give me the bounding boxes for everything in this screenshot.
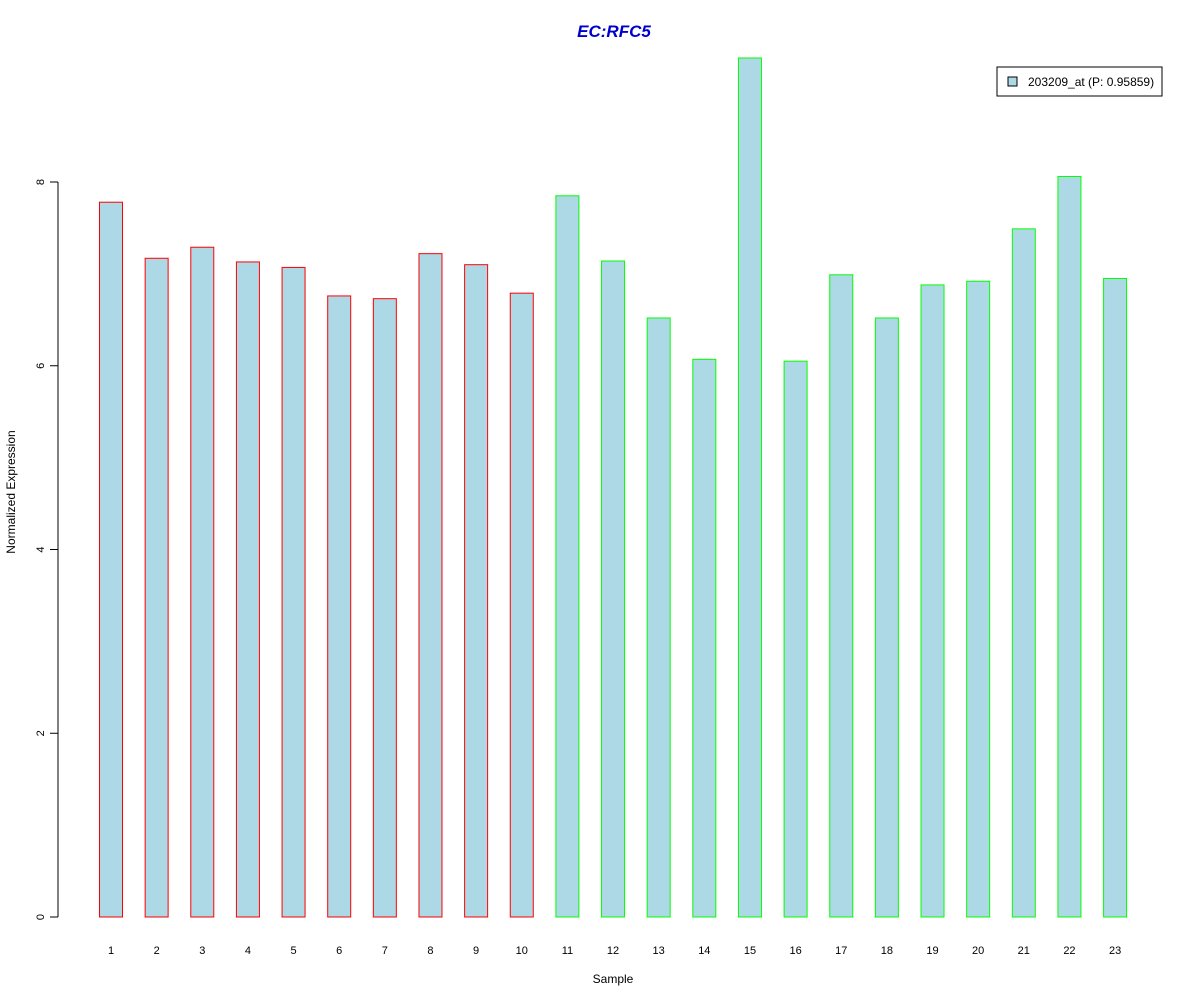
legend-box — [996, 66, 1163, 97]
bar-sample-13 — [646, 317, 671, 918]
x-tick-label: 8 — [427, 945, 433, 957]
x-tick-label: 14 — [698, 945, 710, 957]
bar-sample-21 — [1011, 228, 1036, 918]
bar-sample-19 — [920, 284, 945, 918]
x-tick-label: 1 — [108, 945, 114, 957]
bar-sample-1 — [99, 201, 123, 918]
x-tick-label: 5 — [290, 945, 296, 957]
bars — [99, 57, 1128, 918]
x-tick-label: 7 — [382, 945, 388, 957]
x-tick-label: 16 — [789, 945, 801, 957]
bar-sample-11 — [555, 195, 580, 918]
bar-sample-5 — [281, 266, 306, 918]
x-tick-label: 13 — [653, 945, 665, 957]
x-tick-label: 3 — [199, 945, 205, 957]
bar-sample-8 — [418, 253, 443, 918]
bar-sample-23 — [1103, 277, 1128, 918]
bar-sample-12 — [601, 260, 626, 918]
x-tick-label: 2 — [154, 945, 160, 957]
x-tick-label: 21 — [1018, 945, 1030, 957]
y-tick-label: 8 — [35, 179, 47, 185]
y-axis-label: Normalized Expression — [4, 430, 18, 553]
x-tick-label: 17 — [835, 945, 847, 957]
x-tick-label: 6 — [336, 945, 342, 957]
x-tick-labels: 1 2 3 4 5 6 7 8 9 10 11 12 13 14 15 16 17 18 19 20 21 22 23 — [108, 945, 1121, 957]
bar-sample-17 — [829, 274, 854, 918]
x-tick-label: 10 — [516, 945, 528, 957]
x-tick-label: 19 — [926, 945, 938, 957]
x-tick-label: 11 — [562, 945, 573, 957]
bar-sample-3 — [190, 246, 215, 918]
x-tick-label: 12 — [607, 945, 619, 957]
x-axis-label: Sample — [593, 972, 634, 986]
x-tick-label: 18 — [881, 945, 893, 957]
bar-sample-6 — [327, 295, 352, 918]
bar-sample-4 — [235, 261, 260, 918]
bar-sample-9 — [464, 264, 489, 918]
bar-sample-2 — [144, 257, 169, 918]
bar-sample-14 — [692, 358, 717, 918]
y-tick-label: 6 — [35, 363, 47, 369]
x-tick-label: 23 — [1109, 945, 1121, 957]
x-tick-label: 22 — [1063, 945, 1075, 957]
x-tick-label: 20 — [972, 945, 984, 957]
y-tick-label: 0 — [35, 914, 47, 920]
y-tick-label: 4 — [35, 546, 47, 552]
legend: 203209_at (P: 0.95859) — [996, 66, 1163, 97]
x-tick-label: 15 — [744, 945, 756, 957]
x-tick-label: 4 — [245, 945, 251, 957]
bar-sample-22 — [1057, 175, 1082, 918]
chart-title: EC:RFC5 — [577, 22, 651, 41]
bar-sample-18 — [874, 317, 899, 918]
legend-label: 203209_at (P: 0.95859) — [1028, 75, 1154, 89]
y-axis: 0 2 4 6 8 — [35, 179, 59, 920]
x-tick-label: 9 — [473, 945, 479, 957]
legend-swatch — [1007, 76, 1018, 87]
bar-sample-16 — [783, 360, 808, 918]
bar-sample-20 — [966, 280, 991, 918]
bar-sample-15 — [737, 57, 762, 918]
bar-sample-10 — [509, 292, 534, 918]
bar-sample-7 — [372, 298, 397, 918]
y-tick-label: 2 — [35, 730, 47, 736]
